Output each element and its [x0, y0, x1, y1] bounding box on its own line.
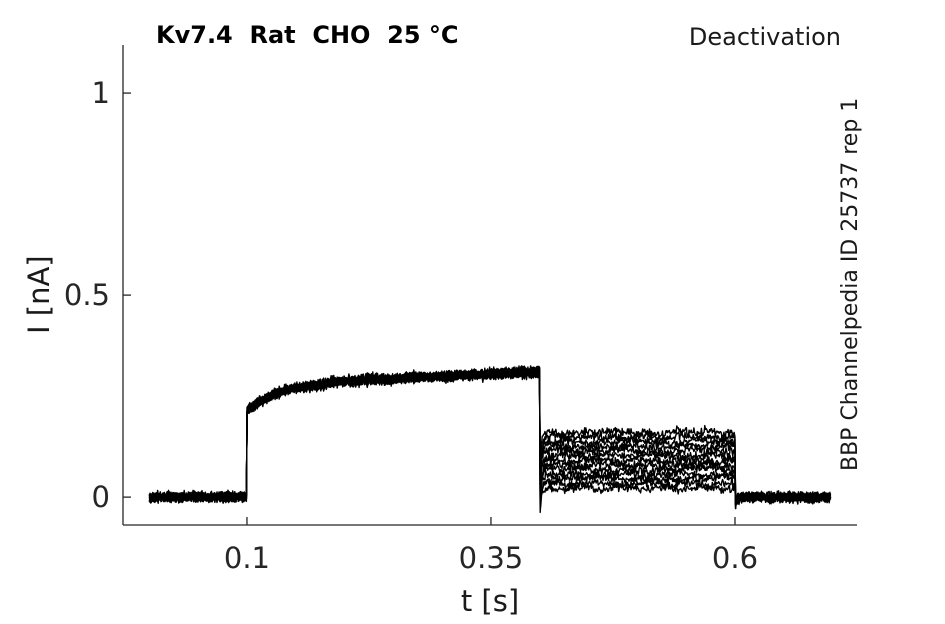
x-axis-label: t [s]	[460, 584, 520, 618]
trace-sweep-12	[148, 366, 832, 514]
trace-sweep-13	[148, 365, 832, 511]
x-tick-label: 0.1	[223, 541, 271, 575]
y-tick-label: 1	[91, 76, 110, 111]
y-tick-label: 0	[91, 480, 110, 515]
x-tick-label: 0.35	[458, 541, 524, 575]
x-tick-label: 0.6	[711, 541, 759, 575]
protocol-annotation-label: Deactivation	[688, 23, 841, 51]
plot-title: Kv7.4 Rat CHO 25 °C	[156, 21, 459, 49]
y-tick-label: 0.5	[63, 278, 110, 313]
attribution-label: BBP Channelpedia ID 25737 rep 1	[838, 97, 863, 471]
